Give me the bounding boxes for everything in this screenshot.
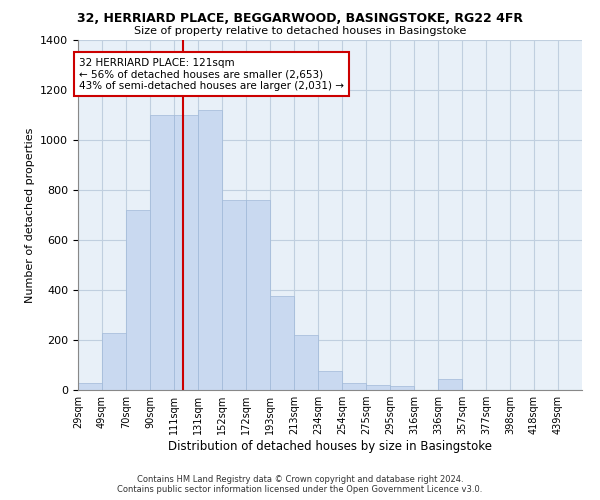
Bar [318,371,342,390]
Bar [270,296,294,390]
Bar [294,335,318,390]
Y-axis label: Number of detached properties: Number of detached properties [25,128,35,302]
Text: Contains HM Land Registry data © Crown copyright and database right 2024.
Contai: Contains HM Land Registry data © Crown c… [118,474,482,494]
Bar [246,200,270,390]
Bar [78,382,102,390]
Text: 32 HERRIARD PLACE: 121sqm
← 56% of detached houses are smaller (2,653)
43% of se: 32 HERRIARD PLACE: 121sqm ← 56% of detac… [79,58,344,90]
Bar [102,332,126,390]
Bar [198,110,222,390]
Bar [126,210,150,390]
Bar [150,115,174,390]
Text: Size of property relative to detached houses in Basingstoke: Size of property relative to detached ho… [134,26,466,36]
Text: 32, HERRIARD PLACE, BEGGARWOOD, BASINGSTOKE, RG22 4FR: 32, HERRIARD PLACE, BEGGARWOOD, BASINGST… [77,12,523,26]
Bar [366,385,390,390]
Bar [390,386,414,390]
Bar [342,382,366,390]
Bar [174,115,198,390]
Bar [438,379,462,390]
Bar [222,200,246,390]
X-axis label: Distribution of detached houses by size in Basingstoke: Distribution of detached houses by size … [168,440,492,453]
